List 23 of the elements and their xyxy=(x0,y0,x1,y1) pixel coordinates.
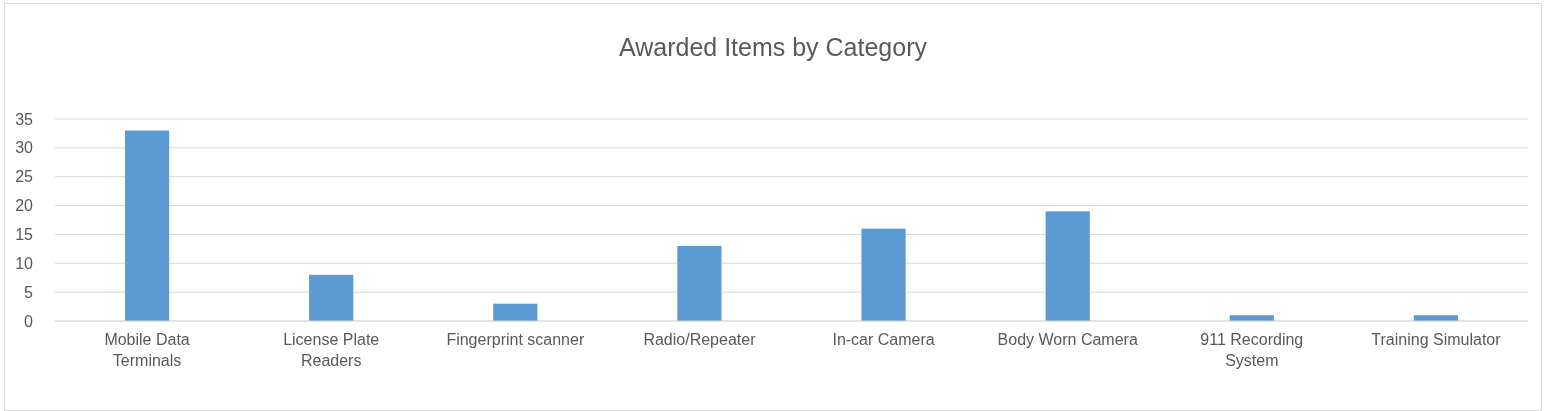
y-tick-label: 25 xyxy=(15,168,34,186)
y-tick-label: 5 xyxy=(24,283,34,301)
bar xyxy=(677,245,722,321)
x-tick-label: In-car Camera xyxy=(832,331,935,348)
y-tick-label: 0 xyxy=(24,312,34,330)
bar xyxy=(1045,211,1090,321)
x-tick-label: Training Simulator xyxy=(1371,331,1502,348)
bar xyxy=(493,303,538,321)
x-tick-label: Radio/Repeater xyxy=(643,331,757,348)
bar xyxy=(309,274,354,321)
x-tick-label: Mobile Data Terminals xyxy=(104,331,190,369)
y-tick-label: 10 xyxy=(15,254,34,272)
x-tick-label: Body Worn Camera xyxy=(997,331,1138,348)
bar xyxy=(861,228,906,321)
y-tick-label: 30 xyxy=(15,139,34,157)
x-tick-label: Fingerprint scanner xyxy=(446,331,585,348)
y-tick-label: 20 xyxy=(15,197,34,215)
y-tick-label: 15 xyxy=(15,226,34,244)
x-tick-label: License Plate Readers xyxy=(283,331,380,369)
chart-title: Awarded Items by Category xyxy=(618,33,928,61)
x-tick-label: 911 Recording System xyxy=(1200,331,1304,369)
bar xyxy=(124,130,170,321)
y-tick-label: 35 xyxy=(15,110,34,128)
